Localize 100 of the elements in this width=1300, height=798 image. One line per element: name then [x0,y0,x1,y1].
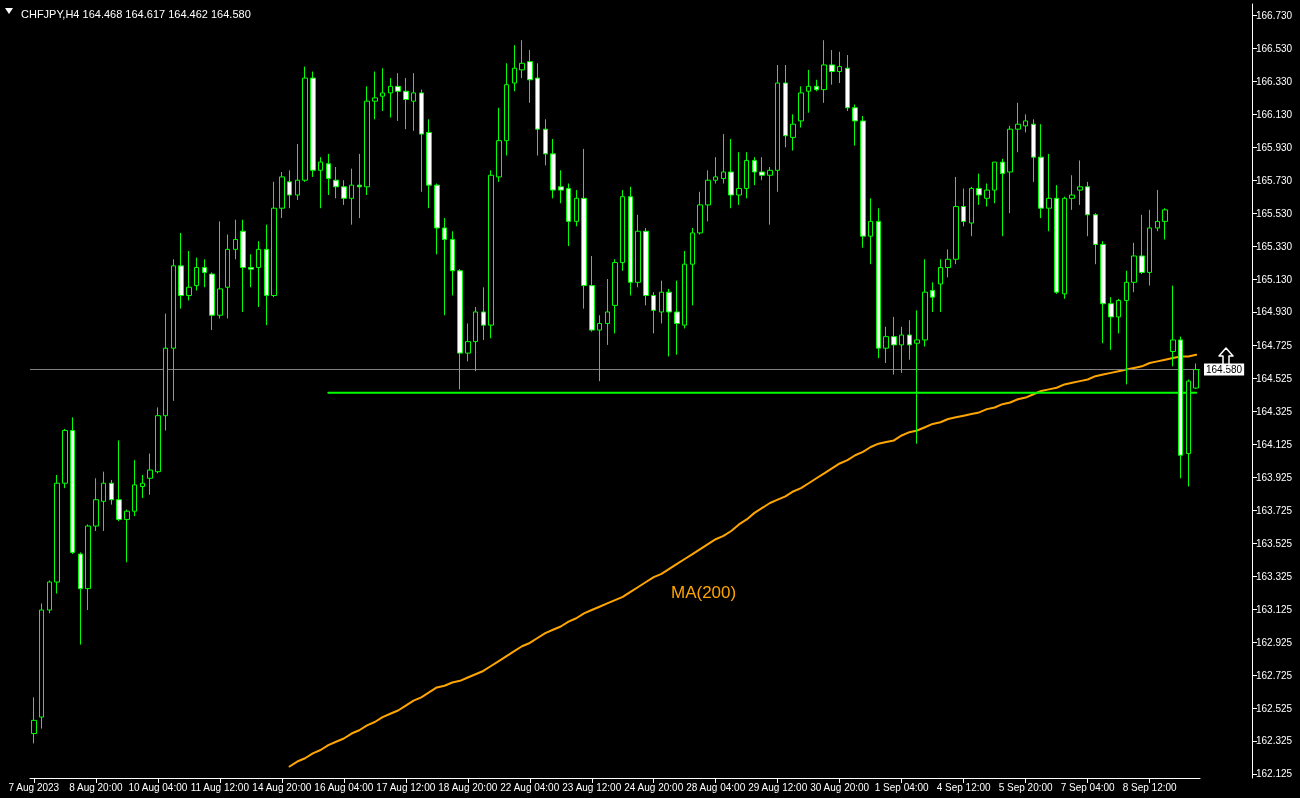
candlestick [318,156,323,209]
candlestick [240,219,246,313]
candlestick [271,181,277,298]
candlestick [457,268,463,390]
candlestick [357,153,362,219]
candlestick [202,258,207,288]
x-tick-label: 17 Aug 12:00 [376,781,436,793]
x-tick-label: 23 Aug 12:00 [562,781,622,793]
candlestick [1000,158,1005,237]
candlestick [992,161,997,204]
candlestick [581,148,587,310]
candlestick [589,255,595,333]
x-tick-label: 28 Aug 04:00 [686,781,746,793]
candlestick [829,49,835,86]
series-label: MA(200) [671,583,737,602]
y-tick-label: 165.730 [1256,174,1293,186]
candlestick [519,39,525,79]
y-tick-label: 162.925 [1256,636,1293,648]
candlestick [728,138,734,209]
candlestick [868,197,873,265]
candlestick [876,207,881,359]
candlestick [310,71,316,178]
x-tick-label: 30 Aug 20:00 [810,781,870,793]
candlestick [209,271,215,331]
y-tick-label: 164.930 [1256,306,1293,318]
candlestick [790,113,796,152]
candlestick [1069,174,1075,211]
x-tick-label: 8 Aug 20:00 [69,781,123,793]
y-tick-label: 163.325 [1256,570,1293,582]
candlestick [1162,207,1168,240]
candlestick [295,143,300,201]
candlestick [821,39,827,104]
candlestick [969,186,974,237]
candlestick [674,280,680,356]
x-tick-label: 18 Aug 20:00 [438,781,498,793]
candlestick [217,220,223,320]
candlestick [287,169,292,209]
candlestick [388,77,393,119]
candlestick [70,416,75,555]
x-tick-label: 14 Aug 20:00 [252,781,312,793]
y-tick-label: 166.130 [1256,108,1293,120]
candlestick [1147,209,1152,287]
candlestick [798,85,804,129]
candlestick [806,69,811,114]
candlestick [186,250,192,301]
candlestick [1062,196,1067,300]
candlestick [403,77,409,130]
candlestick [380,67,385,112]
candlestick [775,64,780,193]
candlestick [550,138,556,199]
candlestick [566,183,571,247]
x-tick-label: 5 Sep 20:00 [998,781,1054,793]
candlestick [666,288,672,357]
candlestick [1015,102,1021,153]
candlestick [155,406,161,474]
y-tick-label: 166.330 [1256,75,1293,87]
candlestick [744,151,749,199]
candlestick [481,286,486,341]
y-tick-label: 165.330 [1256,240,1293,252]
candlestick [697,191,703,236]
candlestick [349,168,354,226]
candlestick [372,71,378,120]
x-tick-label: 8 Sep 12:00 [1122,781,1178,793]
candlestick [837,51,842,84]
candlestick [302,66,308,183]
x-tick-label: 24 Aug 20:00 [624,781,684,793]
candlestick [1007,125,1013,214]
candlestick [1170,285,1176,367]
y-tick-label: 166.730 [1256,10,1293,22]
candlestick [752,156,757,186]
candlestick [85,523,91,611]
candlestick [682,250,687,329]
candlestick [124,509,130,563]
candlestick [411,72,416,132]
candlestick [1077,159,1083,206]
candlestick [194,257,199,292]
candlestick [1023,113,1028,133]
candlestick [1054,184,1059,295]
candlestick [891,316,897,376]
candlestick [264,224,269,326]
candlestick [279,171,285,219]
candlestick [736,151,742,206]
chart-title: CHFJPY,H4 164.468 164.617 164.462 164.580 [21,7,251,20]
ref-line-label: 164.580 [1206,364,1243,376]
line-series [288,353,1198,768]
candlestick [945,248,951,278]
candlestick [659,280,664,324]
y-tick-label: 162.725 [1256,669,1293,681]
candlestick [907,319,912,361]
candlestick [62,428,68,489]
y-tick-label: 162.325 [1256,735,1293,747]
candlestick [953,176,959,265]
candlestick [643,227,649,306]
candlestick [938,258,943,313]
candlestick [504,62,509,157]
x-tick-label: 22 Aug 04:00 [500,781,560,793]
candlestick [256,240,261,308]
candlestick [767,166,773,226]
y-tick-label: 164.325 [1256,406,1293,418]
candlestick [1031,118,1036,183]
